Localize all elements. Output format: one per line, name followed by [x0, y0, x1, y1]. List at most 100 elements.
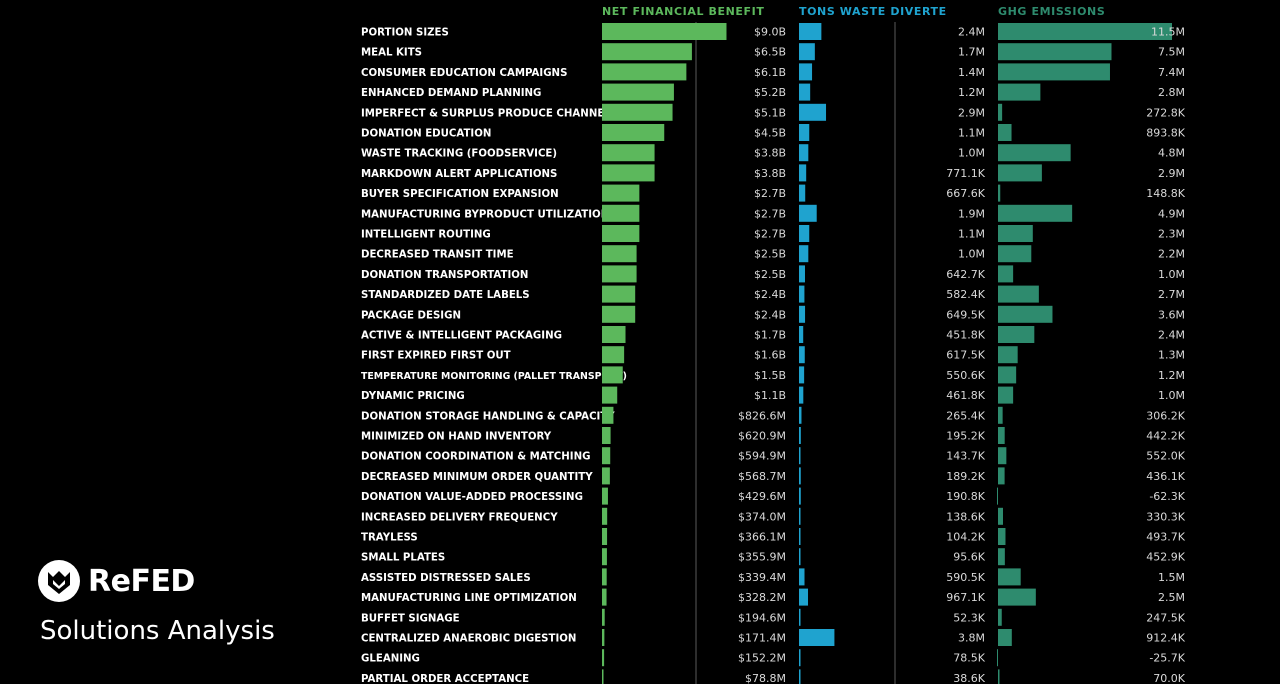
- value-label-financial: $1.7B: [754, 329, 786, 342]
- value-label-ghg: 306.2K: [1146, 409, 1185, 422]
- value-label-waste: 2.4M: [958, 26, 985, 39]
- category-label: DONATION EDUCATION: [361, 129, 491, 140]
- value-label-financial: $366.1M: [738, 531, 786, 544]
- bar-waste: [799, 285, 805, 303]
- bar-financial: [602, 285, 636, 303]
- category-label: MANUFACTURING BYPRODUCT UTILIZATION: [361, 209, 609, 220]
- category-label: DONATION TRANSPORTATION: [361, 270, 528, 281]
- value-label-ghg: 7.4M: [1158, 66, 1185, 79]
- bar-financial: [602, 305, 636, 323]
- bar-ghg: [998, 144, 1071, 162]
- bar-waste: [799, 144, 809, 162]
- category-label: DECREASED TRANSIT TIME: [361, 250, 514, 261]
- value-label-ghg: 2.3M: [1158, 228, 1185, 241]
- value-label-financial: $152.2M: [738, 652, 786, 665]
- value-label-waste: 1.9M: [958, 207, 985, 220]
- value-label-ghg: 2.9M: [1158, 167, 1185, 180]
- value-label-ghg: 912.4K: [1146, 632, 1185, 645]
- bar-ghg: [998, 427, 1005, 444]
- value-label-financial: $3.8B: [754, 147, 786, 160]
- value-label-ghg: 272.8K: [1146, 106, 1185, 119]
- value-label-ghg: 442.2K: [1146, 430, 1185, 443]
- category-label: IMPERFECT & SURPLUS PRODUCE CHANNELS: [361, 108, 618, 119]
- bar-financial: [602, 43, 692, 61]
- category-label: MINIMIZED ON HAND INVENTORY: [361, 432, 552, 443]
- bar-ghg: [998, 83, 1041, 101]
- bar-waste: [799, 204, 817, 222]
- category-label: BUFFET SIGNAGE: [361, 613, 460, 624]
- value-label-waste: 1.1M: [958, 228, 985, 241]
- value-label-waste: 550.6K: [946, 369, 985, 382]
- bar-financial: [602, 103, 673, 121]
- value-label-ghg: 552.0K: [1146, 450, 1185, 463]
- bar-ghg: [998, 63, 1110, 81]
- value-label-waste: 617.5K: [946, 349, 985, 362]
- value-label-ghg: 1.0M: [1158, 389, 1185, 402]
- bar-waste: [799, 588, 809, 606]
- value-label-ghg: 148.8K: [1146, 187, 1185, 200]
- bar-waste: [799, 447, 801, 465]
- bar-waste: [799, 103, 827, 121]
- value-label-ghg: 2.5M: [1158, 591, 1185, 604]
- category-label: PARTIAL ORDER ACCEPTANCE: [361, 674, 529, 684]
- value-label-ghg: 330.3K: [1146, 510, 1185, 523]
- value-label-financial: $826.6M: [738, 409, 786, 422]
- value-label-waste: 1.7M: [958, 46, 985, 59]
- value-label-waste: 667.6K: [946, 187, 985, 200]
- bar-ghg: [998, 245, 1032, 263]
- bar-waste: [799, 63, 813, 81]
- value-label-waste: 195.2K: [946, 430, 985, 443]
- bar-ghg: [998, 346, 1018, 364]
- value-label-waste: 582.4K: [946, 288, 985, 301]
- bar-waste: [799, 427, 801, 444]
- bar-waste: [799, 265, 805, 283]
- value-label-financial: $6.5B: [754, 46, 786, 59]
- value-label-financial: $355.9M: [738, 551, 786, 564]
- bar-financial: [602, 608, 605, 626]
- value-label-ghg: 7.5M: [1158, 46, 1185, 59]
- bar-waste: [799, 184, 806, 202]
- value-label-ghg: 893.8K: [1146, 127, 1185, 140]
- bar-ghg: [998, 184, 1001, 202]
- category-label: CENTRALIZED ANAEROBIC DIGESTION: [361, 634, 576, 645]
- value-label-ghg: 4.8M: [1158, 147, 1185, 160]
- value-label-financial: $594.9M: [738, 450, 786, 463]
- bar-financial: [602, 447, 611, 465]
- bar-waste: [799, 487, 801, 505]
- value-label-financial: $3.8B: [754, 167, 786, 180]
- bar-ghg: [998, 447, 1007, 465]
- value-label-financial: $171.4M: [738, 632, 786, 645]
- value-label-waste: 451.8K: [946, 329, 985, 342]
- bar-ghg: [998, 305, 1053, 323]
- bar-waste: [799, 164, 807, 182]
- value-label-financial: $1.5B: [754, 369, 786, 382]
- bar-ghg: [998, 204, 1073, 222]
- value-label-financial: $2.4B: [754, 288, 786, 301]
- value-label-ghg: -25.7K: [1149, 652, 1185, 665]
- value-label-ghg: 70.0K: [1153, 672, 1185, 684]
- value-label-ghg: 2.2M: [1158, 248, 1185, 261]
- bar-ghg: [998, 386, 1014, 404]
- panel-title-ghg: GHG EMISSIONS: [998, 5, 1105, 18]
- value-label-financial: $2.5B: [754, 268, 786, 281]
- value-label-ghg: 11.5M: [1151, 26, 1185, 39]
- bar-financial: [602, 63, 687, 81]
- value-label-waste: 52.3K: [953, 611, 985, 624]
- value-label-ghg: 1.2M: [1158, 369, 1185, 382]
- bar-ghg: [997, 649, 998, 667]
- category-label: ENHANCED DEMAND PLANNING: [361, 88, 541, 99]
- bar-ghg: [998, 23, 1173, 40]
- bar-waste: [799, 124, 810, 141]
- value-label-waste: 95.6K: [953, 551, 985, 564]
- bar-waste: [799, 528, 801, 545]
- panel-title-waste: TONS WASTE DIVERTE: [799, 5, 947, 18]
- category-label: CONSUMER EDUCATION CAMPAIGNS: [361, 68, 567, 79]
- bar-waste: [799, 245, 809, 263]
- value-label-financial: $9.0B: [754, 26, 786, 39]
- value-label-waste: 1.1M: [958, 127, 985, 140]
- bar-waste: [799, 669, 801, 684]
- category-label: MARKDOWN ALERT APPLICATIONS: [361, 169, 557, 180]
- value-label-financial: $374.0M: [738, 510, 786, 523]
- bar-waste: [799, 649, 801, 667]
